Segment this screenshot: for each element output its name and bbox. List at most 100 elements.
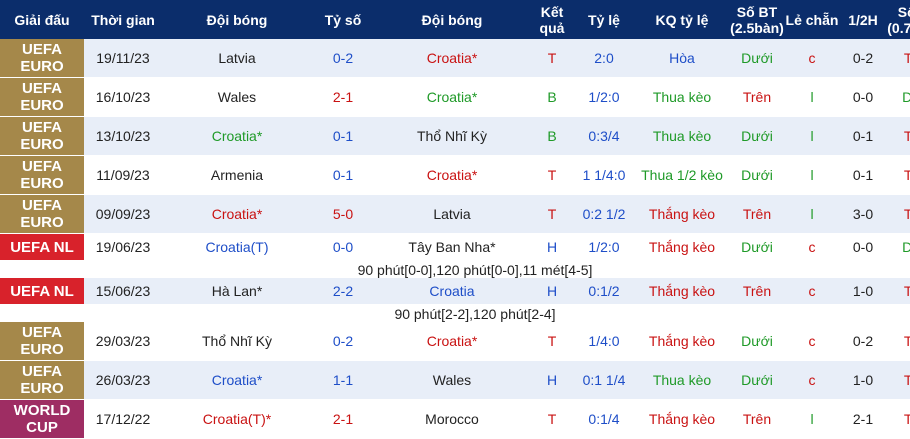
table-row[interactable]: UEFA EURO 26/03/23 Croatia* 1-1 Wales H … — [0, 360, 910, 400]
over-under-075: Trên — [886, 322, 910, 361]
handicap-ratio: 1/2:0 — [574, 233, 634, 261]
match-result: T — [530, 322, 574, 361]
match-date: 17/12/22 — [84, 399, 162, 439]
extra-time-note: 90 phút[0-0],120 phút[0-0],11 mét[4-5] — [0, 260, 910, 278]
table-row[interactable]: UEFA NL 19/06/23 Croatia(T) 0-0 Tây Ban … — [0, 233, 910, 261]
league-badge[interactable]: UEFA NL — [0, 233, 84, 261]
home-team[interactable]: Croatia(T)* — [162, 399, 312, 439]
over-under-075: Trên — [886, 116, 910, 156]
match-result: B — [530, 116, 574, 156]
table-row[interactable]: UEFA NL 15/06/23 Hà Lan* 2-2 Croatia H 0… — [0, 278, 910, 305]
half-time-score: 0-0 — [840, 233, 886, 261]
col-away: Đội bóng — [374, 0, 530, 39]
away-team[interactable]: Croatia — [374, 278, 530, 305]
away-team[interactable]: Thổ Nhĩ Kỳ — [374, 116, 530, 156]
away-team[interactable]: Tây Ban Nha* — [374, 233, 530, 261]
handicap-result: Thua 1/2 kèo — [634, 155, 730, 195]
odd-even: l — [784, 155, 840, 195]
match-date: 26/03/23 — [84, 360, 162, 400]
match-result: B — [530, 77, 574, 117]
over-under-25: Dưới — [730, 155, 784, 195]
over-under-075: Dưới — [886, 233, 910, 261]
over-under-075: Trên — [886, 360, 910, 400]
home-team[interactable]: Armenia — [162, 155, 312, 195]
home-team[interactable]: Croatia* — [162, 194, 312, 234]
away-team[interactable]: Morocco — [374, 399, 530, 439]
score[interactable]: 0-1 — [312, 155, 374, 195]
league-badge[interactable]: WORLD CUP — [0, 399, 84, 439]
match-date: 29/03/23 — [84, 322, 162, 361]
over-under-075: Trên — [886, 194, 910, 234]
league-badge[interactable]: UEFA EURO — [0, 360, 84, 400]
over-under-075: Trên — [886, 155, 910, 195]
match-result: H — [530, 278, 574, 305]
score[interactable]: 0-1 — [312, 116, 374, 156]
match-date: 15/06/23 — [84, 278, 162, 305]
score[interactable]: 1-1 — [312, 360, 374, 400]
league-badge[interactable]: UEFA EURO — [0, 322, 84, 361]
over-under-075: Trên — [886, 399, 910, 439]
handicap-result: Thắng kèo — [634, 322, 730, 361]
handicap-ratio: 2:0 — [574, 39, 634, 78]
handicap-result: Thua kèo — [634, 77, 730, 117]
score[interactable]: 0-2 — [312, 322, 374, 361]
score[interactable]: 5-0 — [312, 194, 374, 234]
home-team[interactable]: Croatia* — [162, 360, 312, 400]
extra-time-note-row: 90 phút[2-2],120 phút[2-4] — [0, 304, 910, 322]
score[interactable]: 2-2 — [312, 278, 374, 305]
table-row[interactable]: UEFA EURO 29/03/23 Thổ Nhĩ Kỳ 0-2 Croati… — [0, 322, 910, 361]
score[interactable]: 0-2 — [312, 39, 374, 78]
away-team[interactable]: Croatia* — [374, 39, 530, 78]
handicap-ratio: 0:2 1/2 — [574, 194, 634, 234]
table-row[interactable]: UEFA EURO 11/09/23 Armenia 0-1 Croatia* … — [0, 155, 910, 195]
handicap-result: Thắng kèo — [634, 194, 730, 234]
table-row[interactable]: UEFA EURO 19/11/23 Latvia 0-2 Croatia* T… — [0, 39, 910, 78]
league-badge[interactable]: UEFA EURO — [0, 39, 84, 78]
away-team[interactable]: Croatia* — [374, 77, 530, 117]
header-row: Giải đấu Thời gian Đội bóng Tỷ số Đội bó… — [0, 0, 910, 39]
away-team[interactable]: Wales — [374, 360, 530, 400]
score[interactable]: 2-1 — [312, 399, 374, 439]
match-result: H — [530, 233, 574, 261]
odd-even: c — [784, 360, 840, 400]
league-badge[interactable]: UEFA EURO — [0, 194, 84, 234]
handicap-ratio: 1 1/4:0 — [574, 155, 634, 195]
match-result: H — [530, 360, 574, 400]
handicap-result: Hòa — [634, 39, 730, 78]
over-under-25: Trên — [730, 77, 784, 117]
away-team[interactable]: Croatia* — [374, 322, 530, 361]
over-under-25: Dưới — [730, 360, 784, 400]
home-team[interactable]: Croatia(T) — [162, 233, 312, 261]
league-badge[interactable]: UEFA EURO — [0, 77, 84, 117]
col-ou2: Số BT (0.75bàn) — [886, 0, 910, 39]
score[interactable]: 2-1 — [312, 77, 374, 117]
away-team[interactable]: Croatia* — [374, 155, 530, 195]
match-date: 16/10/23 — [84, 77, 162, 117]
home-team[interactable]: Thổ Nhĩ Kỳ — [162, 322, 312, 361]
match-date: 19/11/23 — [84, 39, 162, 78]
col-kq: KQ tỷ lệ — [634, 0, 730, 39]
home-team[interactable]: Croatia* — [162, 116, 312, 156]
score[interactable]: 0-0 — [312, 233, 374, 261]
table-row[interactable]: UEFA EURO 13/10/23 Croatia* 0-1 Thổ Nhĩ … — [0, 116, 910, 156]
match-result: T — [530, 194, 574, 234]
table-row[interactable]: UEFA EURO 16/10/23 Wales 2-1 Croatia* B … — [0, 77, 910, 117]
table-row[interactable]: UEFA EURO 09/09/23 Croatia* 5-0 Latvia T… — [0, 194, 910, 234]
half-time-score: 2-1 — [840, 399, 886, 439]
handicap-ratio: 1/2:0 — [574, 77, 634, 117]
league-badge[interactable]: UEFA NL — [0, 278, 84, 305]
odd-even: l — [784, 399, 840, 439]
handicap-ratio: 0:1/4 — [574, 399, 634, 439]
home-team[interactable]: Hà Lan* — [162, 278, 312, 305]
league-badge[interactable]: UEFA EURO — [0, 116, 84, 156]
table-row[interactable]: WORLD CUP 17/12/22 Croatia(T)* 2-1 Moroc… — [0, 399, 910, 439]
handicap-ratio: 0:1/2 — [574, 278, 634, 305]
col-oe: Lẻ chẵn — [784, 0, 840, 39]
home-team[interactable]: Wales — [162, 77, 312, 117]
home-team[interactable]: Latvia — [162, 39, 312, 78]
league-badge[interactable]: UEFA EURO — [0, 155, 84, 195]
over-under-25: Dưới — [730, 233, 784, 261]
away-team[interactable]: Latvia — [374, 194, 530, 234]
match-result: T — [530, 155, 574, 195]
